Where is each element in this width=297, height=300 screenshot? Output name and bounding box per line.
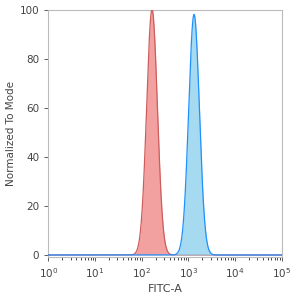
X-axis label: FITC-A: FITC-A [148,284,183,294]
Y-axis label: Normalized To Mode: Normalized To Mode [6,81,15,186]
